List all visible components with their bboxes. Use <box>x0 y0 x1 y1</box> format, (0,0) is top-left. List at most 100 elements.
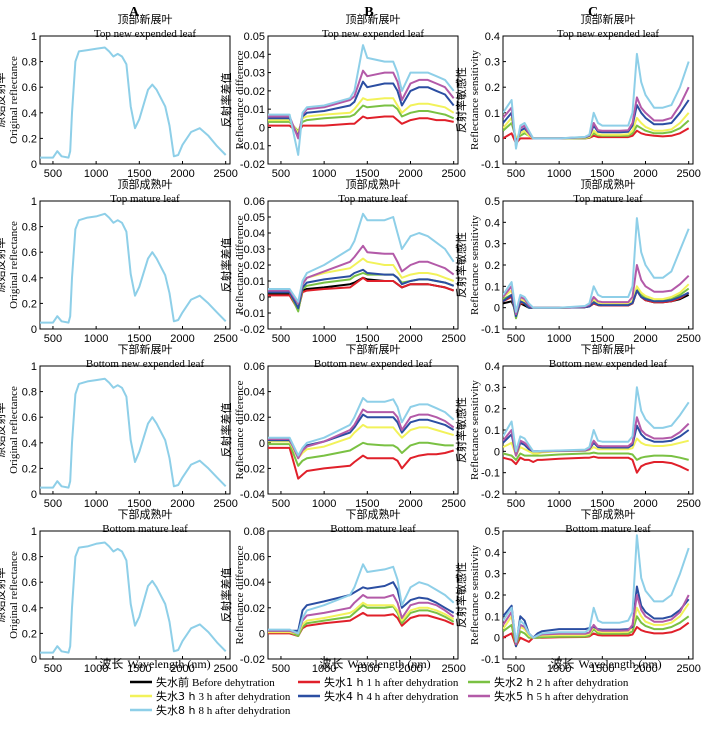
y-tick-label: 0.04 <box>244 577 265 589</box>
y-tick-label: 0.3 <box>485 569 500 581</box>
x-tick-label: 2500 <box>213 663 237 675</box>
y-tick-label: 0.3 <box>485 57 500 69</box>
y-tick-label: -0.1 <box>481 654 500 666</box>
y-axis-label-en: Reflectance difference <box>234 50 246 149</box>
panel-title-en: Bottom mature leaf <box>565 523 651 535</box>
y-tick-label: 0 <box>494 633 500 645</box>
column-letter-b: B <box>364 5 373 20</box>
y-tick-label: 0 <box>259 628 265 640</box>
panel-title-en: Top mature leaf <box>573 193 643 205</box>
y-tick-label: 0.2 <box>485 82 500 94</box>
x-tick-label: 1500 <box>590 663 614 675</box>
legend-label-cn: 失水2 h <box>494 676 533 689</box>
y-axis-label: 原始反射率Original reflectance <box>0 386 20 474</box>
y-tick-label: 0.4 <box>22 273 37 285</box>
x-tick-label: 1000 <box>312 168 336 180</box>
y-tick-label: 0.4 <box>22 108 37 120</box>
x-tick-label: 2000 <box>170 333 194 345</box>
y-axis-label-cn: 原始反射率 <box>0 73 7 128</box>
x-tick-label: 1500 <box>127 333 151 345</box>
x-tick-label: 500 <box>507 663 525 675</box>
column-letter-a: A <box>129 5 140 20</box>
series-line <box>503 424 690 457</box>
series-line <box>503 534 690 643</box>
x-axis-labels: 波长 Wavelength (nm) 波长 Wavelength (nm) 波长 Wa… <box>99 657 661 671</box>
y-tick-label: 0 <box>259 438 265 450</box>
x-tick-label: 1000 <box>312 498 336 510</box>
y-tick-label: 0.04 <box>244 228 265 240</box>
y-tick-label: 0.02 <box>244 86 265 98</box>
column-letter-c: C <box>588 5 598 20</box>
y-tick-label: 0.3 <box>485 239 500 251</box>
y-tick-label: 0 <box>259 122 265 134</box>
series-line <box>40 46 227 159</box>
y-tick-label: 0.2 <box>22 133 37 145</box>
plot-frame <box>502 200 694 330</box>
x-tick-label: 1500 <box>355 333 379 345</box>
y-tick-label: -0.01 <box>240 141 265 153</box>
x-tick-label: 2500 <box>676 333 700 345</box>
legend-label-en: 5 h after dehydration <box>536 691 628 703</box>
legend-label-cn: 失水8 h <box>156 704 195 717</box>
y-axis-label: 反射率差值Reflectance difference <box>219 545 246 644</box>
series-line <box>40 212 227 324</box>
y-tick-label: 0.02 <box>244 260 265 272</box>
x-tick-label: 2000 <box>398 498 422 510</box>
series-line <box>503 264 690 316</box>
y-tick-label: 0.05 <box>244 212 265 224</box>
legend-label-cn: 失水5 h <box>494 690 533 703</box>
y-tick-label: -0.2 <box>481 489 500 501</box>
legend-label-en: 4 h after dehydration <box>366 691 458 703</box>
legend-label-en: 1 h after dehydration <box>366 677 458 689</box>
y-tick-label: 1 <box>31 196 37 208</box>
y-axis-label-cn: 反射率差值 <box>219 73 233 128</box>
y-axis-label: 原始反射率Original reflectance <box>0 551 20 639</box>
y-tick-label: 0.6 <box>22 577 37 589</box>
plot-frame <box>39 530 231 660</box>
x-tick-label: 2500 <box>441 168 465 180</box>
panel-title-cn: 顶部成熟叶 <box>118 177 173 191</box>
panel-title-cn: 顶部新展叶 <box>346 12 401 26</box>
panel-title-cn: 下部新展叶 <box>346 342 401 356</box>
y-tick-label: 0.05 <box>244 31 265 43</box>
x-tick-label: 2500 <box>441 333 465 345</box>
y-tick-label: 0.2 <box>485 590 500 602</box>
y-tick-label: 0.1 <box>485 281 500 293</box>
panel-c-1: -0.1 0 0.1 0.2 0.3 0.4 500 1000 1500 2000 2500 顶部新展… <box>454 12 701 180</box>
y-tick-label: 1 <box>31 31 37 43</box>
panel-title-cn: 下部新展叶 <box>118 342 173 356</box>
y-axis-label-cn: 反射率敏感性 <box>454 397 468 463</box>
y-tick-label: 0 <box>31 159 37 171</box>
y-tick-label: 0.2 <box>22 298 37 310</box>
y-tick-label: 0.01 <box>244 104 265 116</box>
legend-item: 失水前 Before dehytration <box>130 675 275 689</box>
y-axis-label-cn: 反射率差值 <box>219 568 233 623</box>
panel-title-cn: 下部成熟叶 <box>581 507 636 521</box>
y-axis-label-cn: 原始反射率 <box>0 238 7 293</box>
x-tick-label: 2000 <box>633 333 657 345</box>
legend-label-en: 2 h after dehydration <box>536 677 628 689</box>
x-axis-label-b: 波长 Wavelength (nm) <box>319 657 430 671</box>
x-tick-label: 2500 <box>441 663 465 675</box>
y-tick-label: 0 <box>494 446 500 458</box>
panel-title-en: Bottom mature leaf <box>102 523 188 535</box>
x-axis-label-cn: 波长 <box>319 657 343 671</box>
y-tick-label: 0.8 <box>22 57 37 69</box>
panel-title-en: Top mature leaf <box>338 193 408 205</box>
x-axis-label-en: Wavelength (nm) <box>127 657 210 671</box>
x-tick-label: 2000 <box>633 498 657 510</box>
y-tick-label: 0.2 <box>22 628 37 640</box>
y-axis-label: 原始反射率Original reflectance <box>0 221 20 309</box>
y-tick-label: 0.5 <box>485 196 500 208</box>
y-tick-label: 0.8 <box>22 552 37 564</box>
legend-label-cn: 失水前 <box>156 675 189 689</box>
x-tick-label: 1500 <box>590 333 614 345</box>
y-tick-label: 0.1 <box>485 611 500 623</box>
series-line <box>268 69 455 140</box>
y-axis-label-en: Reflectance difference <box>234 380 246 479</box>
